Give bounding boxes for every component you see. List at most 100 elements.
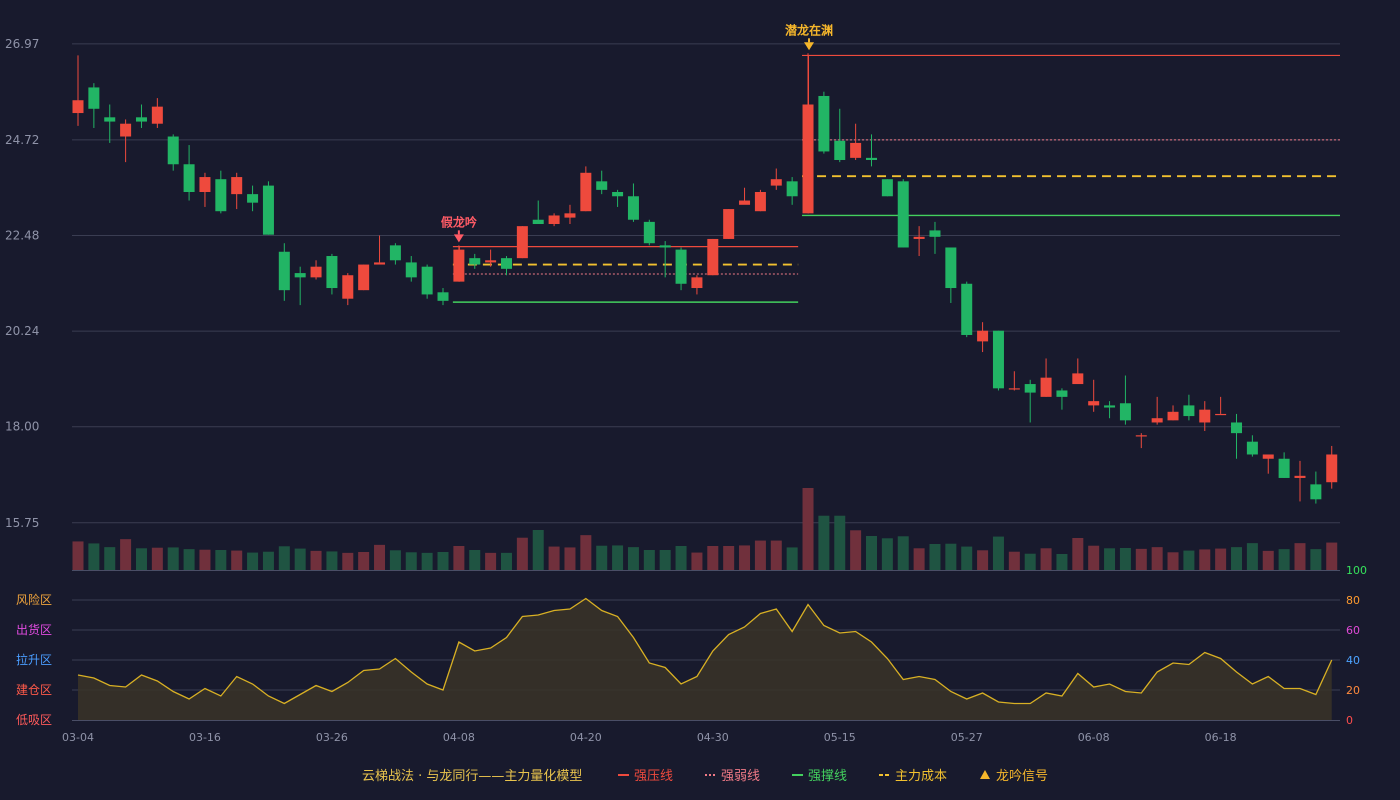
- volume-bar: [564, 547, 576, 570]
- candle-body: [707, 238, 719, 276]
- date-tick-label: 03-16: [189, 731, 221, 744]
- volume-bar: [1183, 550, 1195, 570]
- volume-bar: [1056, 554, 1068, 570]
- volume-bar: [1024, 553, 1036, 570]
- date-tick-label: 03-26: [316, 731, 348, 744]
- candle-body: [770, 179, 782, 186]
- candle-body: [977, 330, 989, 342]
- candle-body: [818, 95, 830, 152]
- candle-body: [437, 292, 449, 301]
- volume-bar: [739, 545, 751, 570]
- volume-bar: [183, 549, 195, 570]
- price-tick-label: 24.72: [5, 133, 39, 147]
- candle-body: [1310, 484, 1322, 500]
- osc-zone-label: 拉升区: [16, 652, 52, 667]
- volume-bar: [405, 552, 417, 570]
- candle-body: [1183, 405, 1195, 417]
- osc-tick-label: 60: [1346, 624, 1360, 637]
- candle-body: [945, 247, 957, 289]
- volume-bar: [72, 541, 84, 570]
- candle-body: [850, 142, 862, 158]
- candle-body: [135, 117, 147, 122]
- candle-body: [612, 192, 624, 197]
- volume-bar: [945, 543, 957, 570]
- date-tick-label: 05-15: [824, 731, 856, 744]
- volume-bar: [1167, 552, 1179, 570]
- candle-body: [405, 262, 417, 278]
- candle-body: [326, 256, 338, 289]
- candle-body: [627, 196, 639, 220]
- volume-bar: [1119, 548, 1131, 570]
- price-grid: 26.97 24.72 22.48 20.24 18.00 15.75: [5, 37, 1340, 530]
- price-tick-label: 26.97: [5, 37, 39, 51]
- volume-bar: [977, 550, 989, 570]
- candle-body: [1072, 373, 1084, 385]
- candle-body: [881, 179, 893, 197]
- volume-bar: [374, 544, 386, 570]
- signal-annotations: 假龙吟 潜龙在渊: [441, 22, 833, 243]
- candle-body: [1199, 409, 1211, 423]
- candle-body: [342, 275, 354, 299]
- candle-body: [754, 192, 766, 212]
- volume-bar: [707, 546, 719, 570]
- date-tick-label: 03-04: [62, 731, 94, 744]
- candle-body: [596, 181, 608, 190]
- volume-bar: [500, 552, 512, 570]
- signal-label: 潜龙在渊: [785, 22, 833, 37]
- candle-body: [1040, 377, 1052, 397]
- volume-bar: [247, 552, 259, 570]
- volume-bars: [72, 488, 1340, 571]
- volume-bar: [262, 551, 274, 570]
- candle-body: [786, 181, 798, 197]
- volume-bar: [929, 544, 941, 570]
- candle-body: [1119, 403, 1131, 421]
- candle-body: [104, 117, 116, 122]
- volume-bar: [881, 538, 893, 570]
- legend-item-label: 主力成本: [895, 769, 947, 784]
- volume-bar: [516, 537, 528, 570]
- candle-body: [358, 264, 370, 291]
- candle-body: [802, 104, 814, 214]
- candle-body: [88, 87, 100, 109]
- osc-zone-label: 风险区: [16, 592, 52, 607]
- candle-body: [262, 185, 274, 235]
- volume-bar: [1294, 543, 1306, 570]
- osc-tick-label: 40: [1346, 654, 1360, 667]
- candle-body: [961, 283, 973, 335]
- candle-body: [310, 266, 322, 278]
- volume-bar: [389, 550, 401, 570]
- osc-area: [78, 598, 1332, 720]
- candle-body: [913, 236, 925, 239]
- candle-body: [1151, 418, 1163, 423]
- volume-bar: [1262, 550, 1274, 570]
- volume-bar: [485, 552, 497, 570]
- volume-bar: [104, 547, 116, 570]
- date-tick-label: 04-20: [570, 731, 602, 744]
- date-tick-label: 04-08: [443, 731, 475, 744]
- volume-bar: [294, 548, 306, 570]
- volume-bar: [659, 550, 671, 570]
- volume-bar: [1246, 543, 1258, 570]
- candle-body: [421, 266, 433, 295]
- volume-bar: [532, 530, 544, 570]
- candlesticks: [72, 53, 1338, 504]
- price-tick-label: 20.24: [5, 324, 39, 338]
- candle-body: [485, 260, 497, 263]
- candle-body: [294, 273, 306, 278]
- volume-bar: [834, 515, 846, 570]
- volume-bar: [1088, 545, 1100, 570]
- candle-body: [992, 330, 1004, 389]
- candle-body: [1135, 435, 1147, 437]
- volume-bar: [231, 550, 243, 570]
- volume-bar: [723, 546, 735, 570]
- signal-arrow-icon: [804, 42, 815, 51]
- osc-tick-label: 100: [1346, 564, 1367, 577]
- volume-bar: [850, 530, 862, 570]
- volume-bar: [913, 548, 925, 570]
- candle-body: [675, 249, 687, 284]
- legend: 云梯战法 · 与龙同行——主力量化模型 强压线 强弱线 强撑线 主力成本 龙吟信号: [362, 768, 1048, 784]
- volume-bar: [151, 547, 163, 570]
- volume-bar: [992, 536, 1004, 570]
